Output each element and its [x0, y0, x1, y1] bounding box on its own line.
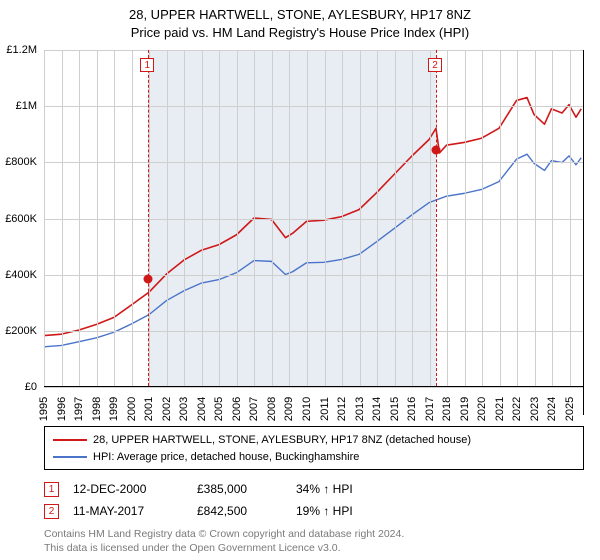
x-axis-label: 2014 [371, 397, 383, 421]
x-axis-label: 2010 [301, 397, 313, 421]
transactions-table: 1 12-DEC-2000 £385,000 34% ↑ HPI 2 11-MA… [44, 478, 584, 522]
legend-row-hpi: HPI: Average price, detached house, Buck… [53, 448, 575, 465]
transaction-marker-box: 1 [44, 482, 59, 497]
y-axis-label: £800K [5, 156, 37, 168]
x-axis-label: 2003 [178, 397, 190, 421]
x-axis-label: 2025 [564, 397, 576, 421]
y-axis-label: £400K [5, 269, 37, 281]
legend-label-hpi: HPI: Average price, detached house, Buck… [93, 451, 359, 463]
chart: 12 £0£200K£400K£600K£800K£1M£1.2M1995199… [44, 50, 584, 415]
transaction-delta: 34% ↑ HPI [296, 482, 386, 496]
legend-label-property: 28, UPPER HARTWELL, STONE, AYLESBURY, HP… [93, 434, 471, 446]
x-axis-label: 1996 [56, 397, 68, 421]
x-axis-label: 2021 [494, 397, 506, 421]
y-axis-label: £1M [16, 100, 37, 112]
transaction-marker-box: 2 [44, 504, 59, 519]
x-axis-label: 2012 [336, 397, 348, 421]
x-axis-label: 1995 [38, 397, 50, 421]
chart-marker-box: 1 [140, 58, 154, 72]
plot-area: 12 [44, 50, 583, 387]
x-axis-label: 2018 [441, 397, 453, 421]
transaction-price: £385,000 [197, 482, 282, 496]
transaction-price: £842,500 [197, 504, 282, 518]
x-axis-label: 2011 [319, 397, 331, 421]
chart-marker-box: 2 [428, 58, 442, 72]
y-axis-label: £1.2M [6, 44, 37, 56]
legend-box: 28, UPPER HARTWELL, STONE, AYLESBURY, HP… [44, 426, 584, 470]
x-axis-label: 2023 [529, 397, 541, 421]
x-axis-label: 2008 [266, 397, 278, 421]
transaction-date: 11-MAY-2017 [73, 504, 183, 518]
x-axis-label: 1999 [108, 397, 120, 421]
transaction-row: 1 12-DEC-2000 £385,000 34% ↑ HPI [44, 478, 584, 500]
x-axis-label: 2013 [354, 397, 366, 421]
legend-and-footer: 28, UPPER HARTWELL, STONE, AYLESBURY, HP… [44, 426, 584, 555]
attribution-line-2: This data is licensed under the Open Gov… [44, 542, 584, 556]
x-axis-label: 2015 [389, 397, 401, 421]
title-line-2: Price paid vs. HM Land Registry's House … [0, 24, 600, 42]
x-axis-label: 2019 [459, 397, 471, 421]
transaction-row: 2 11-MAY-2017 £842,500 19% ↑ HPI [44, 500, 584, 522]
legend-swatch-property [53, 439, 87, 441]
x-axis-label: 2016 [406, 397, 418, 421]
x-axis-label: 2007 [248, 397, 260, 421]
x-axis-label: 2022 [511, 397, 523, 421]
transaction-delta: 19% ↑ HPI [296, 504, 386, 518]
x-axis-label: 2001 [143, 397, 155, 421]
y-axis-label: £600K [5, 213, 37, 225]
y-axis-label: £0 [25, 381, 37, 393]
chart-title-block: 28, UPPER HARTWELL, STONE, AYLESBURY, HP… [0, 0, 600, 41]
x-axis-label: 2004 [196, 397, 208, 421]
x-axis-label: 1998 [91, 397, 103, 421]
x-axis-label: 2002 [161, 397, 173, 421]
legend-swatch-hpi [53, 456, 87, 458]
x-axis-label: 2000 [126, 397, 138, 421]
x-axis-label: 2017 [424, 397, 436, 421]
x-axis-label: 2006 [231, 397, 243, 421]
chart-marker-dot [432, 146, 441, 155]
y-axis-label: £200K [5, 325, 37, 337]
chart-marker-dot [144, 274, 153, 283]
x-axis-label: 1997 [73, 397, 85, 421]
x-axis-label: 2009 [283, 397, 295, 421]
x-axis-label: 2020 [476, 397, 488, 421]
x-axis-label: 2005 [213, 397, 225, 421]
attribution: Contains HM Land Registry data © Crown c… [44, 528, 584, 555]
attribution-line-1: Contains HM Land Registry data © Crown c… [44, 528, 584, 542]
transaction-date: 12-DEC-2000 [73, 482, 183, 496]
x-axis-label: 2024 [546, 397, 558, 421]
title-line-1: 28, UPPER HARTWELL, STONE, AYLESBURY, HP… [0, 6, 600, 24]
legend-row-property: 28, UPPER HARTWELL, STONE, AYLESBURY, HP… [53, 431, 575, 448]
